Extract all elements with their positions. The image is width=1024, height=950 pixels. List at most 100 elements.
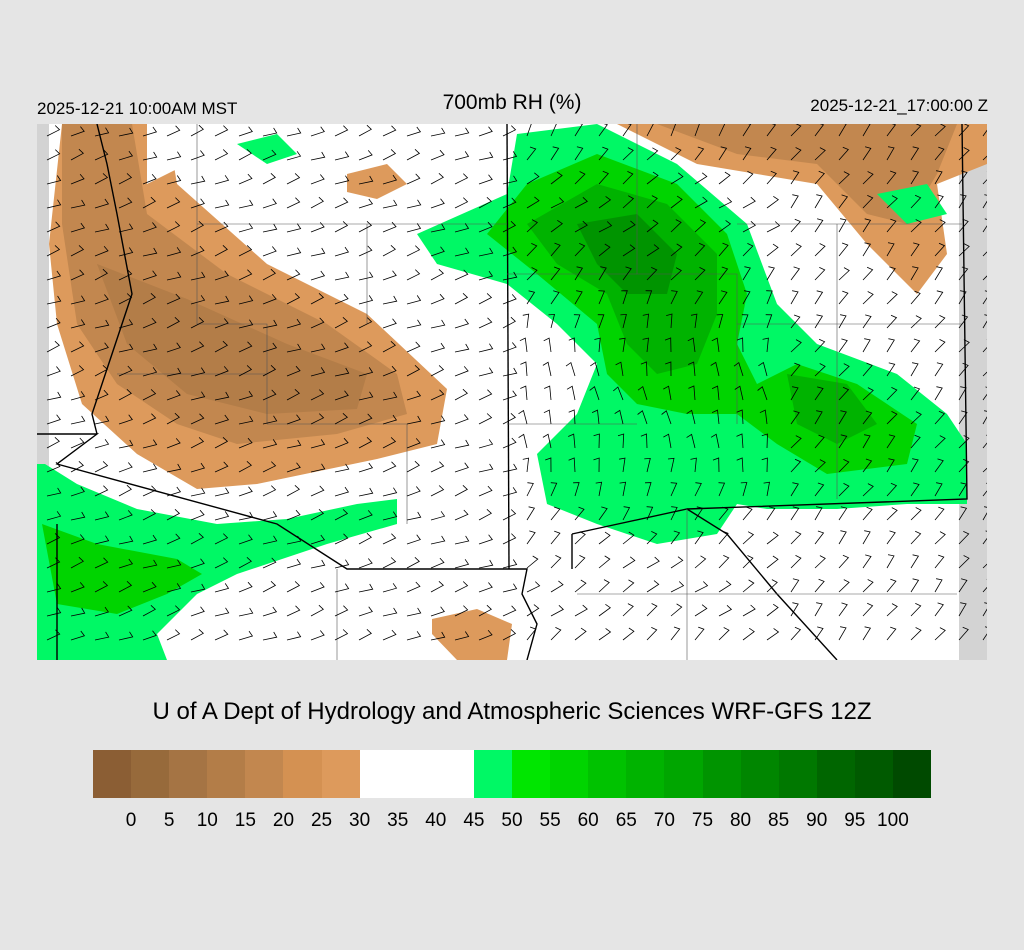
wind-barb — [598, 506, 608, 521]
wind-barb — [814, 578, 825, 593]
colorbar-bin — [626, 750, 665, 798]
wind-barb — [334, 221, 349, 233]
wind-barb — [430, 557, 445, 569]
wind-barb — [262, 439, 278, 449]
wind-barb — [190, 437, 205, 449]
wind-barb — [502, 463, 518, 473]
wind-barb — [166, 247, 182, 257]
wind-barb — [934, 266, 943, 281]
wind-barb — [214, 391, 230, 401]
wind-barb — [814, 147, 826, 161]
wind-barb — [502, 629, 517, 641]
wind-barb — [190, 533, 204, 545]
wind-barb — [334, 463, 350, 473]
wind-barb — [310, 174, 325, 185]
wind-barb — [502, 437, 517, 449]
wind-barb — [526, 555, 539, 569]
wind-barb — [694, 242, 706, 257]
wind-barb — [814, 410, 823, 425]
wind-barb — [502, 316, 516, 329]
wind-barb — [622, 147, 634, 161]
wind-barb — [166, 509, 181, 521]
wind-barb — [910, 482, 920, 497]
wind-barb — [550, 506, 561, 521]
wind-barb — [70, 173, 85, 185]
wind-barb — [910, 266, 919, 281]
wind-barb — [190, 462, 206, 473]
wind-barb — [688, 385, 696, 401]
wind-barb — [718, 220, 732, 233]
wind-barb — [430, 198, 445, 209]
wind-barb — [190, 175, 206, 185]
colorbar-tick-label: 90 — [806, 810, 828, 831]
wind-barb — [542, 361, 552, 377]
wind-barb — [94, 173, 109, 185]
wind-barb — [646, 603, 658, 617]
colorbar-bin — [512, 750, 551, 798]
wind-barb — [94, 223, 110, 233]
colorbar-bin — [207, 750, 246, 798]
wind-barb — [958, 578, 968, 593]
wind-barb — [766, 506, 776, 521]
wind-barb — [550, 219, 563, 233]
wind-barb — [958, 290, 967, 305]
wind-barb — [262, 173, 276, 185]
wind-barb — [694, 290, 704, 305]
wind-barb — [502, 197, 517, 209]
wind-barb — [310, 463, 326, 473]
wind-barb — [711, 337, 720, 353]
wind-barb — [958, 170, 968, 185]
wind-barb — [622, 124, 632, 137]
wind-barb — [70, 511, 86, 521]
wind-barb — [286, 581, 301, 593]
wind-barb — [502, 246, 518, 257]
wind-barb — [934, 458, 944, 473]
wind-barb — [982, 482, 987, 497]
wind-barb — [454, 223, 470, 233]
wind-barb — [166, 317, 180, 329]
wind-barb — [262, 557, 277, 569]
wind-barb — [46, 295, 62, 305]
wind-barb — [910, 124, 922, 137]
wind-barb — [94, 511, 110, 521]
wind-barb — [358, 510, 373, 521]
wind-barb — [502, 509, 517, 521]
wind-barb — [262, 268, 276, 281]
wind-barb — [382, 557, 397, 569]
wind-barb — [70, 148, 84, 161]
wind-barb — [790, 626, 802, 641]
wind-barb — [790, 531, 802, 545]
wind-barb — [454, 605, 469, 617]
wind-barb — [238, 415, 254, 425]
wind-barb — [406, 295, 422, 305]
wind-barb — [118, 150, 134, 161]
colorbar-tick-label: 95 — [844, 810, 866, 831]
wind-barb — [70, 199, 86, 209]
wind-barb — [718, 605, 733, 617]
wind-barb — [637, 410, 648, 425]
wind-barb — [334, 175, 350, 185]
wind-barb — [838, 242, 849, 257]
wind-barb — [238, 341, 253, 353]
wind-barb — [454, 462, 469, 473]
wind-barb — [958, 482, 968, 497]
wind-barb — [46, 366, 61, 377]
wind-barb — [238, 630, 254, 641]
wind-barb — [334, 413, 348, 425]
wind-barb — [790, 339, 802, 353]
wind-barb — [190, 413, 205, 425]
wind-barb — [646, 267, 658, 281]
wind-barb — [593, 433, 600, 449]
wind-barb — [766, 628, 780, 641]
wind-barb — [619, 337, 626, 353]
wind-barb — [406, 607, 422, 617]
wind-barb — [502, 413, 516, 425]
wind-barb — [736, 433, 744, 449]
colorbar-ticks: 0 5 10 15 20 25 30 35 40 45 50 55 60 65 70 75 80 85 90 95 10… — [93, 810, 931, 834]
wind-barb — [958, 314, 969, 329]
wind-barb — [542, 433, 552, 449]
wind-barb — [382, 125, 397, 137]
wind-barb — [958, 435, 970, 449]
wind-barb — [814, 363, 826, 377]
wind-barb — [646, 171, 659, 185]
